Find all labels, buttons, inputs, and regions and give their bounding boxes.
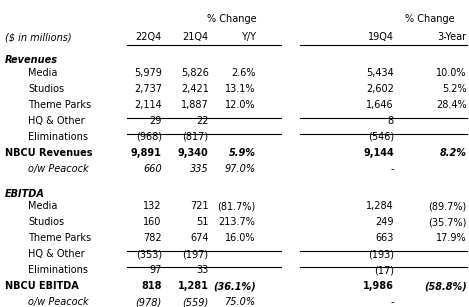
Text: 17.9%: 17.9%: [436, 233, 467, 243]
Text: Eliminations: Eliminations: [28, 132, 88, 142]
Text: (17): (17): [374, 265, 394, 275]
Text: Studios: Studios: [28, 84, 64, 94]
Text: 28.4%: 28.4%: [436, 100, 467, 110]
Text: NBCU EBITDA: NBCU EBITDA: [5, 281, 78, 291]
Text: (81.7%): (81.7%): [217, 201, 256, 211]
Text: 1,887: 1,887: [181, 100, 209, 110]
Text: 5,826: 5,826: [181, 68, 209, 78]
Text: 5.2%: 5.2%: [442, 84, 467, 94]
Text: 1,284: 1,284: [366, 201, 394, 211]
Text: 97: 97: [150, 265, 162, 275]
Text: 8.2%: 8.2%: [439, 148, 467, 158]
Text: -: -: [391, 297, 394, 307]
Text: 1,646: 1,646: [366, 100, 394, 110]
Text: 9,340: 9,340: [178, 148, 209, 158]
Text: 782: 782: [143, 233, 162, 243]
Text: 75.0%: 75.0%: [225, 297, 256, 307]
Text: (36.1%): (36.1%): [213, 281, 256, 291]
Text: 22Q4: 22Q4: [136, 32, 162, 42]
Text: 663: 663: [376, 233, 394, 243]
Text: (546): (546): [368, 132, 394, 142]
Text: Theme Parks: Theme Parks: [28, 100, 91, 110]
Text: HQ & Other: HQ & Other: [28, 249, 85, 259]
Text: 132: 132: [144, 201, 162, 211]
Text: % Change: % Change: [406, 14, 455, 24]
Text: (58.8%): (58.8%): [424, 281, 467, 291]
Text: 660: 660: [143, 164, 162, 174]
Text: 33: 33: [197, 265, 209, 275]
Text: 674: 674: [190, 233, 209, 243]
Text: (197): (197): [182, 249, 209, 259]
Text: 29: 29: [150, 116, 162, 126]
Text: (817): (817): [182, 132, 209, 142]
Text: HQ & Other: HQ & Other: [28, 116, 85, 126]
Text: (353): (353): [136, 249, 162, 259]
Text: 9,891: 9,891: [131, 148, 162, 158]
Text: 213.7%: 213.7%: [219, 217, 256, 227]
Text: 160: 160: [144, 217, 162, 227]
Text: 8: 8: [388, 116, 394, 126]
Text: 5,434: 5,434: [366, 68, 394, 78]
Text: 21Q4: 21Q4: [182, 32, 209, 42]
Text: 97.0%: 97.0%: [225, 164, 256, 174]
Text: 335: 335: [190, 164, 209, 174]
Text: ($ in millions): ($ in millions): [5, 32, 71, 42]
Text: NBCU Revenues: NBCU Revenues: [5, 148, 92, 158]
Text: 13.1%: 13.1%: [225, 84, 256, 94]
Text: (89.7%): (89.7%): [428, 201, 467, 211]
Text: -: -: [391, 164, 394, 174]
Text: 22: 22: [196, 116, 209, 126]
Text: o/w Peacock: o/w Peacock: [28, 297, 89, 307]
Text: Media: Media: [28, 68, 58, 78]
Text: Eliminations: Eliminations: [28, 265, 88, 275]
Text: Revenues: Revenues: [5, 55, 58, 65]
Text: (193): (193): [368, 249, 394, 259]
Text: 2,602: 2,602: [366, 84, 394, 94]
Text: 818: 818: [141, 281, 162, 291]
Text: 9,144: 9,144: [363, 148, 394, 158]
Text: 3-Year: 3-Year: [438, 32, 467, 42]
Text: 1,986: 1,986: [363, 281, 394, 291]
Text: (35.7%): (35.7%): [428, 217, 467, 227]
Text: o/w Peacock: o/w Peacock: [28, 164, 89, 174]
Text: 51: 51: [197, 217, 209, 227]
Text: (978): (978): [136, 297, 162, 307]
Text: Theme Parks: Theme Parks: [28, 233, 91, 243]
Text: (968): (968): [136, 132, 162, 142]
Text: % Change: % Change: [207, 14, 257, 24]
Text: 19Q4: 19Q4: [368, 32, 394, 42]
Text: EBITDA: EBITDA: [5, 188, 45, 199]
Text: 16.0%: 16.0%: [225, 233, 256, 243]
Text: (559): (559): [182, 297, 209, 307]
Text: 12.0%: 12.0%: [225, 100, 256, 110]
Text: Studios: Studios: [28, 217, 64, 227]
Text: 5.9%: 5.9%: [228, 148, 256, 158]
Text: 1,281: 1,281: [178, 281, 209, 291]
Text: 249: 249: [376, 217, 394, 227]
Text: Media: Media: [28, 201, 58, 211]
Text: 2,421: 2,421: [181, 84, 209, 94]
Text: 5,979: 5,979: [134, 68, 162, 78]
Text: 2,737: 2,737: [134, 84, 162, 94]
Text: Y/Y: Y/Y: [241, 32, 256, 42]
Text: 2,114: 2,114: [134, 100, 162, 110]
Text: 721: 721: [190, 201, 209, 211]
Text: 10.0%: 10.0%: [436, 68, 467, 78]
Text: 2.6%: 2.6%: [231, 68, 256, 78]
